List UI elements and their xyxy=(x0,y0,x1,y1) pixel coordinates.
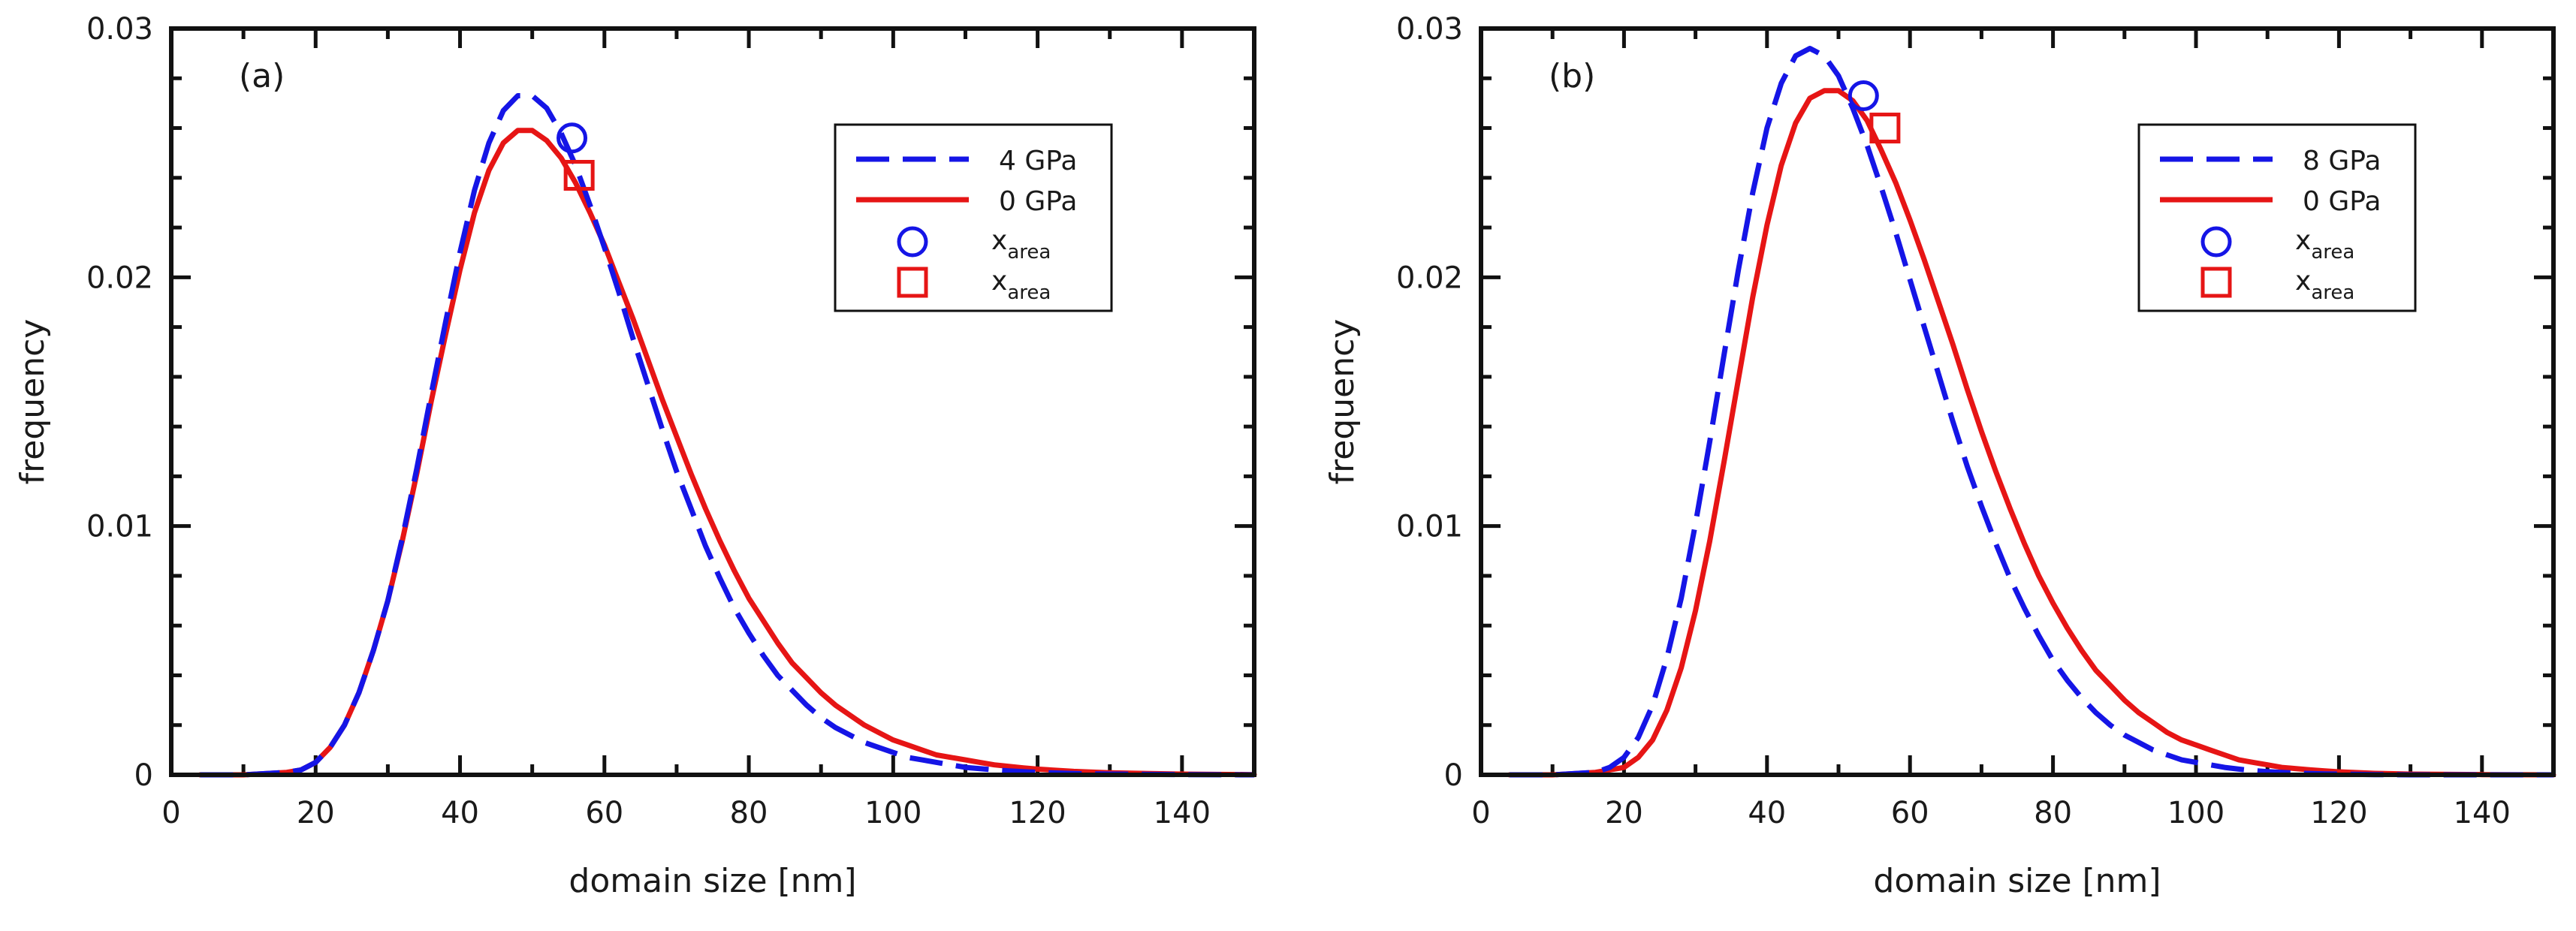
x-tick-label: 20 xyxy=(297,796,335,830)
x-tick-label: 60 xyxy=(1891,796,1929,830)
legend-label: 4 GPa xyxy=(999,146,1077,176)
y-tick-label: 0.02 xyxy=(1396,261,1463,295)
legend-square-icon xyxy=(897,267,928,298)
panel-label: (b) xyxy=(1549,57,1595,95)
legend-label-main: x xyxy=(2295,225,2311,256)
legend-box xyxy=(834,123,1113,312)
legend-label-xarea: xarea xyxy=(2295,266,2354,304)
y-tick-label: 0.03 xyxy=(1396,12,1463,47)
y-tick-label: 0 xyxy=(134,758,153,793)
x-tick-label: 120 xyxy=(2310,796,2367,830)
legend-label-xarea: xarea xyxy=(2295,225,2354,264)
x-tick-label: 0 xyxy=(1471,796,1490,830)
x-axis-label: domain size [nm] xyxy=(1873,862,2161,900)
x-tick-label: 140 xyxy=(1154,796,1211,830)
y-tick-label: 0 xyxy=(1444,758,1463,793)
legend-label-main: x xyxy=(991,266,1007,297)
y-axis-label: frequency xyxy=(14,319,52,485)
legend-label-subscript: area xyxy=(2311,241,2354,264)
legend-label: 0 GPa xyxy=(999,186,1077,217)
xarea-marker-square xyxy=(563,159,595,191)
legend-box xyxy=(2137,123,2417,312)
series-line-4-gpa xyxy=(200,93,1255,778)
y-tick-label: 0.01 xyxy=(1396,510,1463,544)
plot-frame xyxy=(169,26,1256,777)
xarea-marker-square xyxy=(1869,113,1901,144)
legend-label: 8 GPa xyxy=(2303,146,2381,176)
y-axis-label: frequency xyxy=(1323,319,1362,485)
panel-label: (a) xyxy=(239,57,285,95)
legend-square-icon xyxy=(2200,267,2232,298)
xarea-marker-circle xyxy=(557,122,588,154)
series-line-8-gpa xyxy=(1510,46,2553,778)
x-tick-label: 100 xyxy=(2167,796,2225,830)
legend-label-main: x xyxy=(2295,266,2311,297)
x-tick-label: 100 xyxy=(864,796,922,830)
y-tick-label: 0.02 xyxy=(86,261,153,295)
x-tick-label: 120 xyxy=(1009,796,1066,830)
x-tick-label: 60 xyxy=(585,796,623,830)
series-line-0-gpa xyxy=(1507,88,2556,778)
legend-circle-icon xyxy=(897,226,928,258)
x-tick-label: 40 xyxy=(1748,796,1786,830)
chart-panel-a: 0 20 40 60 80 100 120 140 0 0.01 0.02 0.03 domain si… xyxy=(14,12,1257,900)
chart-panel-b: 0 20 40 60 80 100 120 140 0 0.01 0.02 0.03 domain si… xyxy=(1323,12,2556,900)
x-axis-label: domain size [nm] xyxy=(569,862,856,900)
y-tick-label: 0.03 xyxy=(86,12,153,47)
legend-label-subscript: area xyxy=(1007,282,1051,304)
x-tick-label: 40 xyxy=(441,796,479,830)
x-tick-label: 80 xyxy=(2034,796,2072,830)
legend-label-subscript: area xyxy=(1007,241,1051,264)
xarea-marker-circle xyxy=(1848,80,1879,111)
y-tick-label: 0.01 xyxy=(86,510,153,544)
legend-label-main: x xyxy=(991,225,1007,256)
x-tick-label: 80 xyxy=(730,796,768,830)
x-tick-label: 0 xyxy=(161,796,180,830)
legend-label-xarea: xarea xyxy=(991,225,1051,264)
x-tick-label: 140 xyxy=(2454,796,2511,830)
legend-circle-icon xyxy=(2200,226,2232,258)
legend-label-xarea: xarea xyxy=(991,266,1051,304)
x-tick-label: 20 xyxy=(1605,796,1643,830)
legend-label-subscript: area xyxy=(2311,282,2354,304)
legend-label: 0 GPa xyxy=(2303,186,2381,217)
plot-frame xyxy=(1479,26,2556,777)
